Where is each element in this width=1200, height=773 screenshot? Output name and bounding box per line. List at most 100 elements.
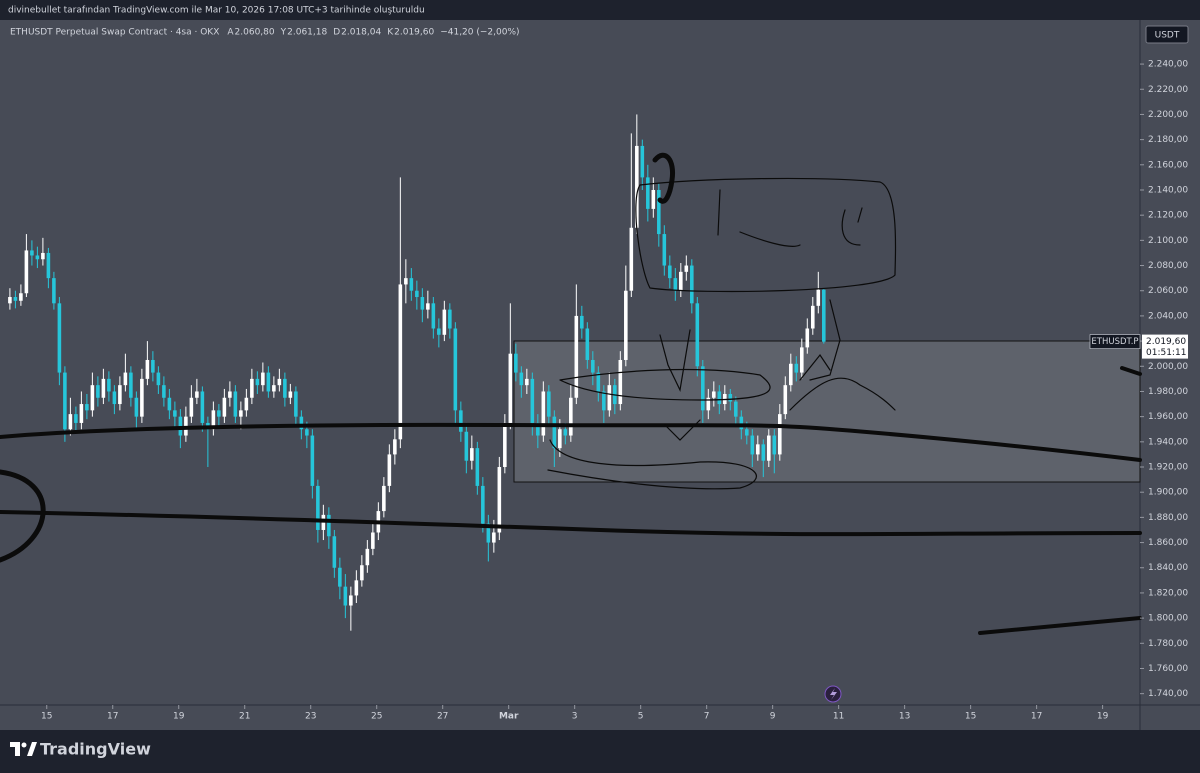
candle-body [151, 359, 155, 373]
candle-body [739, 416, 744, 430]
candle-body [52, 278, 56, 304]
y-tick-label: 2.040,00 [1148, 311, 1188, 321]
y-tick-label: 2.080,00 [1148, 261, 1188, 271]
currency-box[interactable] [1145, 25, 1189, 44]
y-tick-label: 1.820,00 [1148, 588, 1188, 598]
candle-body [673, 278, 678, 291]
candle-body [464, 431, 469, 461]
candle-body [140, 378, 144, 417]
legend-key: D [333, 28, 340, 38]
candle-body [277, 378, 282, 386]
candle-body [811, 305, 815, 329]
candle-body [756, 444, 760, 455]
candle-body [415, 290, 419, 298]
y-tick-label: 2.060,00 [1148, 286, 1188, 296]
candle-body [371, 532, 375, 549]
y-tick-label: 2.000,00 [1148, 362, 1188, 372]
candle-body [503, 422, 507, 468]
y-tick-label: 1.960,00 [1148, 412, 1188, 422]
candle-body [398, 284, 403, 440]
candle-body [437, 328, 441, 335]
candle-body [299, 416, 304, 430]
scribble [659, 329, 701, 441]
candle-body [360, 565, 364, 581]
candle-body [68, 414, 73, 430]
candle-body [574, 315, 579, 398]
candle-body [46, 252, 51, 279]
candle-body [805, 328, 810, 348]
x-tick-label: 23 [305, 712, 316, 722]
candle-body [789, 363, 793, 386]
candle-body [569, 397, 573, 436]
candle-body [563, 429, 568, 436]
legend: A 2.060,80 Y 2.061,18 D 2.018,04 K 2.019,60 [227, 28, 434, 38]
plot-area [0, 20, 1140, 705]
candle-body [343, 586, 348, 606]
candle-body [211, 410, 216, 430]
candle-body [387, 454, 392, 486]
candles [8, 114, 826, 631]
candle-body [717, 391, 722, 405]
candle-body [635, 145, 639, 228]
candle-body [57, 303, 62, 373]
candle-body [618, 359, 623, 405]
candle-body [332, 536, 337, 568]
x-tick-label: 3 [572, 712, 578, 722]
x-tick-label: 7 [704, 712, 710, 722]
candle-body [486, 523, 491, 543]
symbol-title: ETHUSDT Perpetual Swap Contract · 4sa · … [10, 28, 219, 38]
currency[interactable]: USDT [1155, 31, 1180, 41]
y-tick-label: 2.140,00 [1148, 185, 1188, 195]
candle-body [338, 567, 342, 587]
y-tick-label: 1.900,00 [1148, 488, 1188, 498]
candle-body [492, 532, 496, 543]
candle-body [239, 410, 243, 417]
y-tick-label: 2.120,00 [1148, 211, 1188, 221]
candle-body [13, 297, 18, 301]
candle-body [431, 303, 436, 329]
candle-body [228, 391, 232, 398]
y-tick-label: 2.240,00 [1148, 60, 1188, 70]
candle-body [558, 429, 562, 449]
time-axis [0, 705, 1200, 730]
candle-body [244, 397, 249, 411]
legend-value: 2.061,18 [287, 28, 327, 38]
candle-body [508, 353, 513, 423]
scribble [547, 439, 757, 490]
candle-body [448, 309, 452, 329]
candle-body [816, 289, 821, 306]
candle-body [134, 397, 139, 417]
candle-body [547, 391, 551, 417]
candle-body [85, 404, 89, 411]
x-tick-label: 27 [437, 712, 448, 722]
candle-body [778, 414, 782, 455]
scribble [635, 177, 897, 293]
candle-body [426, 303, 430, 310]
drawings [0, 152, 1142, 635]
y-tick-label: 1.760,00 [1148, 664, 1188, 674]
candle-body [107, 378, 111, 392]
candle-body [767, 435, 771, 461]
legend-value: 2.019,60 [394, 28, 434, 38]
moving-average [0, 510, 1142, 537]
candle-body [624, 290, 628, 360]
candle-body [162, 385, 166, 398]
candle-body [470, 448, 474, 461]
candle-body [701, 366, 705, 411]
y-tick-label: 1.940,00 [1148, 437, 1188, 447]
y-tick-label: 1.800,00 [1148, 614, 1188, 624]
candle-body [365, 548, 370, 566]
x-tick-label: 11 [833, 712, 844, 722]
candle-body [233, 391, 238, 417]
scribble [559, 368, 771, 401]
candle-body [74, 414, 78, 423]
candle-body [167, 397, 172, 411]
candle-body [657, 189, 661, 235]
candle-body [497, 467, 502, 533]
candle-body [101, 378, 106, 398]
candle-body [118, 385, 122, 405]
candle-body [596, 372, 601, 392]
legend-value: 2.060,80 [235, 28, 275, 38]
moving-average [0, 422, 1142, 462]
moving-average [1120, 366, 1142, 376]
